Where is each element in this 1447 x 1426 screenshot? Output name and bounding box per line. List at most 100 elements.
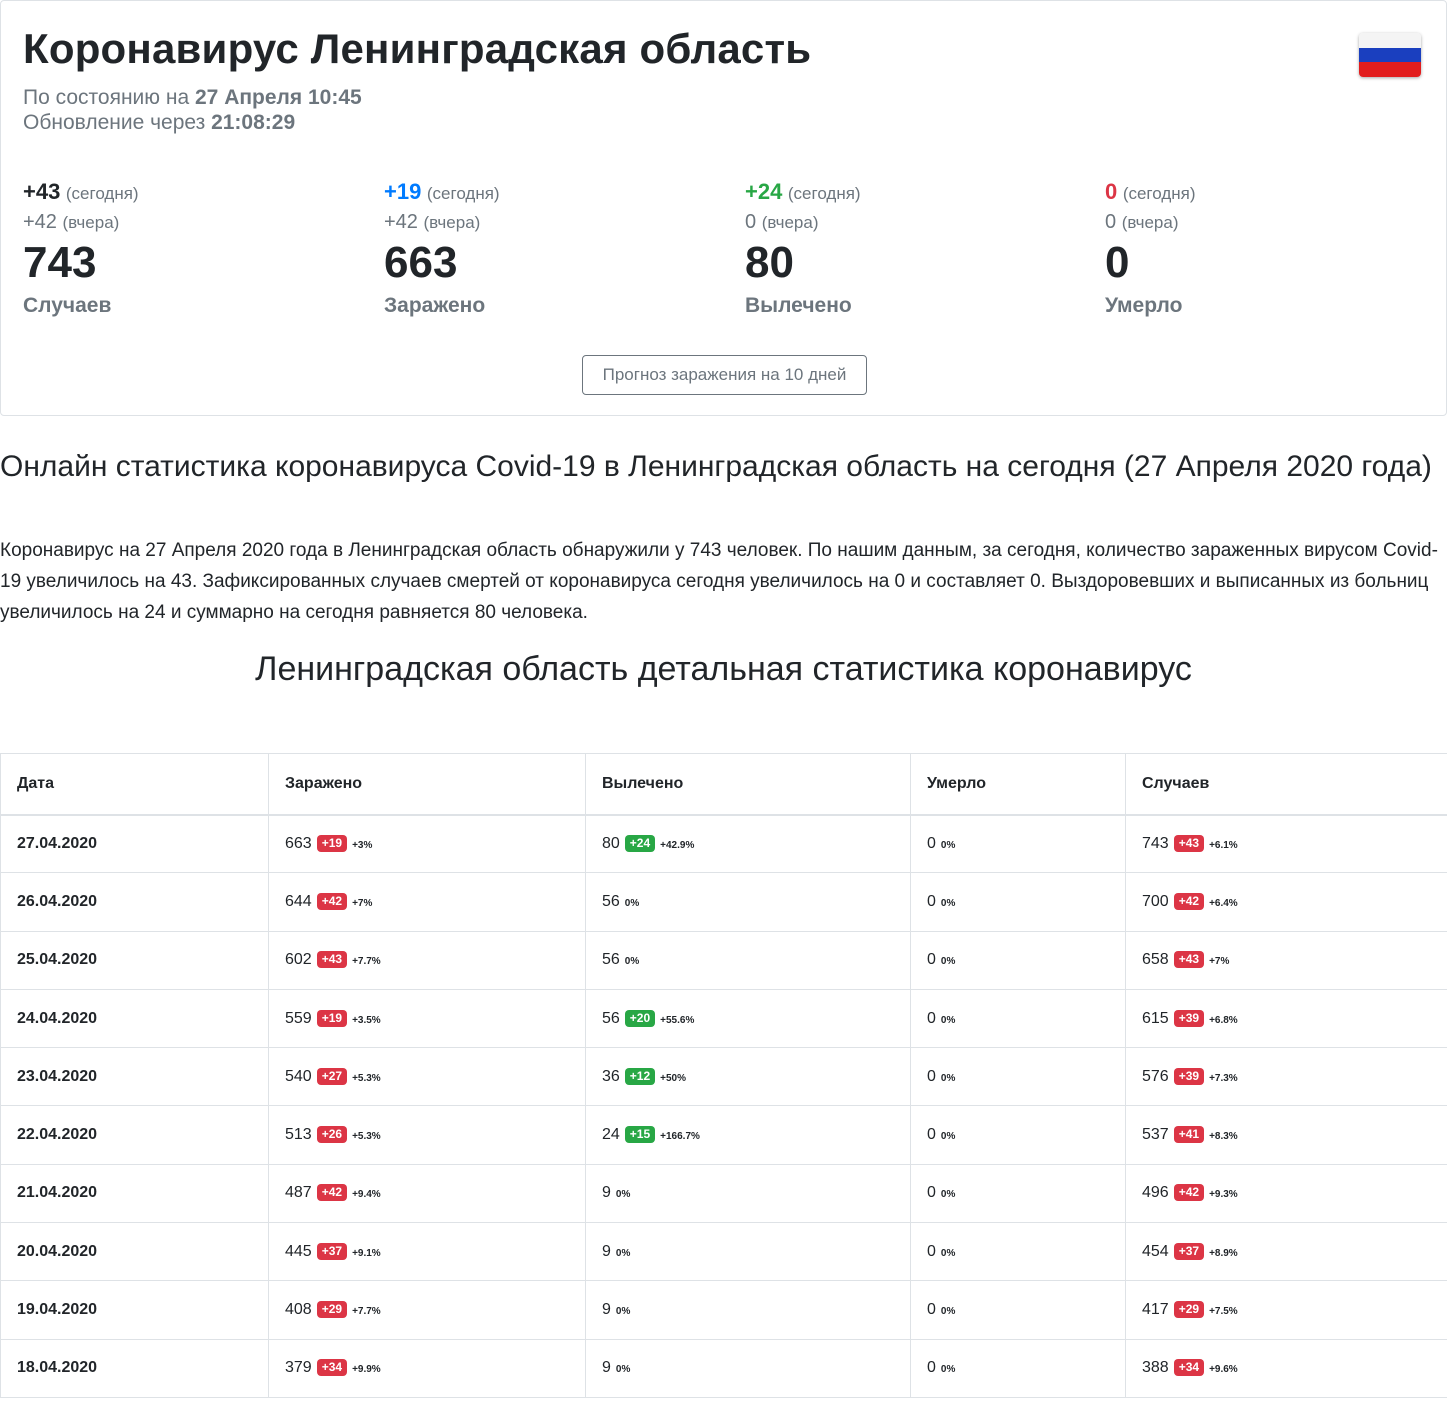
percent-change: +5.3% — [352, 1072, 381, 1084]
cell-died: 0 0% — [910, 1105, 1126, 1165]
percent-change: +7% — [1209, 956, 1230, 968]
cell-value: 513 — [285, 1126, 312, 1144]
cell-value: 0 — [927, 951, 936, 969]
cell-value: 388 — [1142, 1359, 1169, 1377]
cell-died: 0 0% — [910, 930, 1126, 990]
cell-infected: 644 +42 +7% — [268, 872, 586, 932]
cell-date: 27.04.2020 — [0, 813, 269, 874]
stat-label: Умерло — [1105, 294, 1183, 317]
cell-cases: 658 +43 +7% — [1125, 930, 1447, 990]
stat-yesterday-label: (вчера) — [761, 213, 819, 232]
delta-badge: +39 — [1173, 1067, 1205, 1085]
cell-infected: 663 +19 +3% — [268, 813, 586, 874]
percent-change: +6.1% — [1209, 839, 1238, 851]
delta-badge: +42 — [316, 1184, 348, 1202]
status-date: 27 Апреля 10:45 — [195, 86, 362, 109]
table-row: 18.04.2020 379 +34 +9.9% 9 0% 0 0% 388 +34 +9.6% — [0, 1338, 1447, 1398]
cell-date: 26.04.2020 — [0, 872, 269, 932]
percent-change: 0% — [940, 1189, 956, 1201]
percent-change: +42.9% — [660, 839, 695, 851]
delta-badge: +19 — [316, 834, 348, 852]
cell-infected: 602 +43 +7.7% — [268, 930, 586, 990]
forecast-button[interactable]: Прогноз заражения на 10 дней — [582, 355, 867, 395]
stat-yesterday-label: (вчера) — [1121, 213, 1179, 232]
cell-value: 408 — [285, 1301, 312, 1319]
cell-value: 0 — [927, 1242, 936, 1260]
delta-badge: +26 — [316, 1126, 348, 1144]
table-header-row: Дата Заражено Вылечено Умерло Случаев — [0, 753, 1447, 816]
stat-yesterday: +42 (вчера) — [23, 211, 353, 234]
cell-died: 0 0% — [910, 988, 1126, 1049]
cell-cases: 576 +39 +7.3% — [1125, 1047, 1447, 1107]
cell-value: 9 — [602, 1359, 611, 1377]
stat-yesterday: 0 (вчера) — [745, 211, 1075, 234]
summary-card: Коронавирус Ленинградская область По сос… — [0, 0, 1447, 416]
cell-value: 0 — [927, 1067, 936, 1085]
percent-change: +9.6% — [1209, 1364, 1238, 1376]
cell-value: 24 — [602, 1126, 620, 1144]
percent-change: 0% — [624, 897, 640, 909]
cell-died: 0 0% — [910, 1280, 1126, 1340]
delta-badge: +15 — [624, 1126, 656, 1144]
cell-date: 21.04.2020 — [0, 1163, 269, 1224]
cell-cases: 615 +39 +6.8% — [1125, 988, 1447, 1049]
cell-date: 20.04.2020 — [0, 1222, 269, 1282]
stat-label: Случаев — [23, 294, 112, 317]
delta-badge: +34 — [316, 1359, 348, 1377]
cell-value: 9 — [602, 1242, 611, 1260]
percent-change: +8.9% — [1209, 1247, 1238, 1259]
delta-badge: +41 — [1173, 1126, 1205, 1144]
cell-value: 0 — [927, 834, 936, 852]
stat-yesterday-value: +42 — [23, 211, 57, 233]
stats-table: Дата Заражено Вылечено Умерло Случаев 27… — [0, 753, 1447, 1398]
percent-change: 0% — [940, 1364, 956, 1376]
cell-recovered: 56 0% — [585, 930, 911, 990]
percent-change: +166.7% — [660, 1131, 700, 1143]
cell-value: 0 — [927, 1359, 936, 1377]
russia-flag-icon — [1359, 33, 1421, 77]
stat-today-value: +43 — [23, 179, 61, 204]
cell-infected: 513 +26 +5.3% — [268, 1105, 586, 1165]
table-row: 19.04.2020 408 +29 +7.7% 9 0% 0 0% 417 +29 +7.5% — [0, 1280, 1447, 1340]
delta-badge: +12 — [624, 1067, 656, 1085]
percent-change: +3.5% — [352, 1014, 381, 1026]
cell-value: 80 — [602, 834, 620, 852]
article-paragraph: Коронавирус на 27 Апреля 2020 года в Лен… — [0, 540, 1438, 623]
table-row: 22.04.2020 513 +26 +5.3% 24 +15 +166.7% 0 0% 537 +… — [0, 1105, 1447, 1165]
cell-cases: 700 +42 +6.4% — [1125, 872, 1447, 932]
delta-badge: +43 — [316, 951, 348, 969]
stat-today-label: (сегодня) — [1122, 184, 1196, 203]
stat-today-value: +19 — [384, 179, 422, 204]
cell-cases: 496 +42 +9.3% — [1125, 1163, 1447, 1224]
percent-change: 0% — [940, 956, 956, 968]
percent-change: 0% — [940, 839, 956, 851]
percent-change: +55.6% — [660, 1014, 695, 1026]
stat-yesterday-value: 0 — [745, 211, 757, 233]
delta-badge: +20 — [624, 1009, 656, 1027]
percent-change: +9.1% — [352, 1247, 381, 1259]
stat-today: +19 (сегодня) — [384, 179, 714, 205]
delta-badge: +27 — [316, 1067, 348, 1085]
cell-died: 0 0% — [910, 1163, 1126, 1224]
stat-today-label: (сегодня) — [65, 184, 139, 203]
table-row: 21.04.2020 487 +42 +9.4% 9 0% 0 0% 496 +42 +9.3% — [0, 1163, 1447, 1224]
stat-total: 743 — [23, 238, 97, 287]
cell-value: 496 — [1142, 1184, 1169, 1202]
stat-yesterday-label: (вчера) — [62, 213, 120, 232]
cell-recovered: 24 +15 +166.7% — [585, 1105, 911, 1165]
stat-yesterday-value: +42 — [384, 211, 418, 233]
cell-infected: 379 +34 +9.9% — [268, 1338, 586, 1398]
percent-change: 0% — [940, 1247, 956, 1259]
cell-date: 25.04.2020 — [0, 930, 269, 990]
stat-today-label: (сегодня) — [426, 184, 500, 203]
percent-change: 0% — [624, 956, 640, 968]
cell-recovered: 9 0% — [585, 1163, 911, 1224]
article-heading: Онлайн статистика коронавируса Covid-19 … — [0, 450, 1432, 483]
percent-change: +7% — [352, 897, 373, 909]
cell-died: 0 0% — [910, 872, 1126, 932]
cell-value: 9 — [602, 1184, 611, 1202]
delta-badge: +29 — [1173, 1301, 1205, 1319]
table-row: 26.04.2020 644 +42 +7% 56 0% 0 0% 700 +42 +6.4% — [0, 872, 1447, 932]
stat-yesterday-value: 0 — [1105, 211, 1117, 233]
update-line: Обновление через 21:08:29 — [23, 111, 295, 135]
